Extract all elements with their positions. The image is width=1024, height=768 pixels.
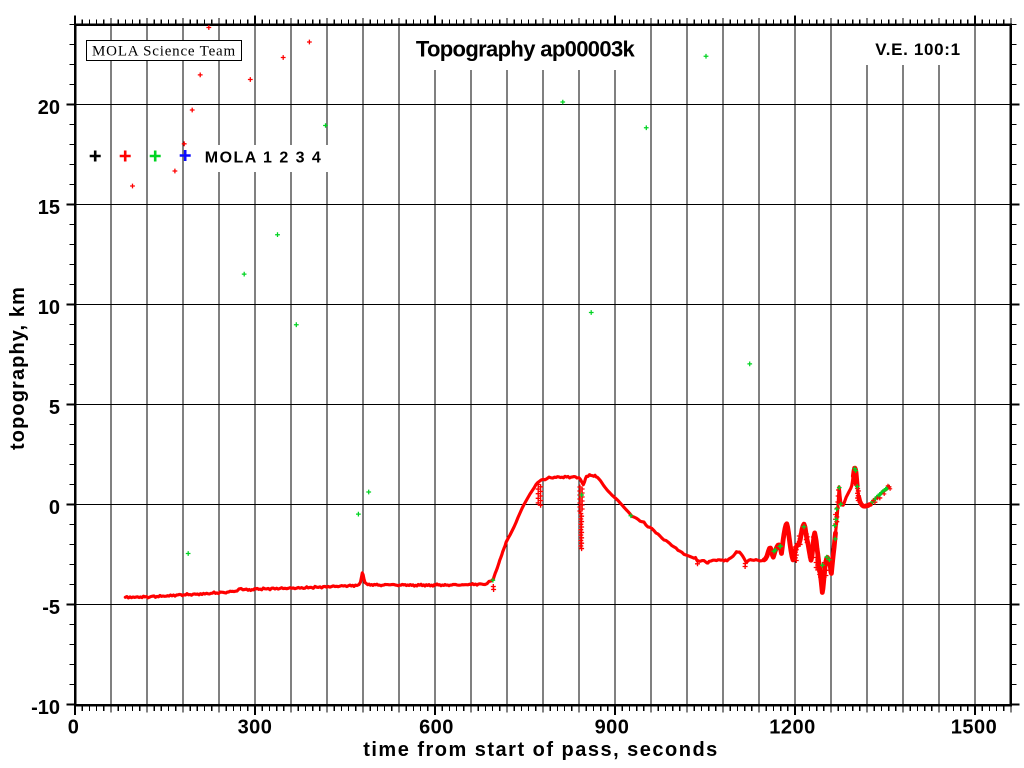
svg-text:time from start of pass, secon: time from start of pass, seconds: [363, 739, 719, 761]
svg-text:V.E. 100:1: V.E. 100:1: [875, 40, 960, 59]
svg-text:MOLA Science Team: MOLA Science Team: [92, 43, 236, 59]
svg-text:10: 10: [38, 297, 60, 319]
svg-text:-10: -10: [31, 697, 60, 719]
svg-text:topography, km: topography, km: [7, 286, 29, 450]
svg-text:20: 20: [38, 97, 60, 119]
svg-text:MOLA 1 2 3 4: MOLA 1 2 3 4: [205, 150, 322, 167]
svg-text:600: 600: [419, 717, 454, 739]
svg-text:1500: 1500: [951, 717, 998, 739]
svg-text:300: 300: [238, 717, 273, 739]
svg-text:900: 900: [595, 717, 630, 739]
svg-text:0: 0: [49, 497, 60, 519]
svg-text:5: 5: [49, 397, 60, 419]
svg-text:15: 15: [38, 197, 60, 219]
svg-text:Topography ap00003k: Topography ap00003k: [416, 37, 636, 62]
svg-text:0: 0: [68, 717, 80, 739]
svg-text:1200: 1200: [769, 717, 816, 739]
svg-text:-5: -5: [42, 597, 60, 619]
